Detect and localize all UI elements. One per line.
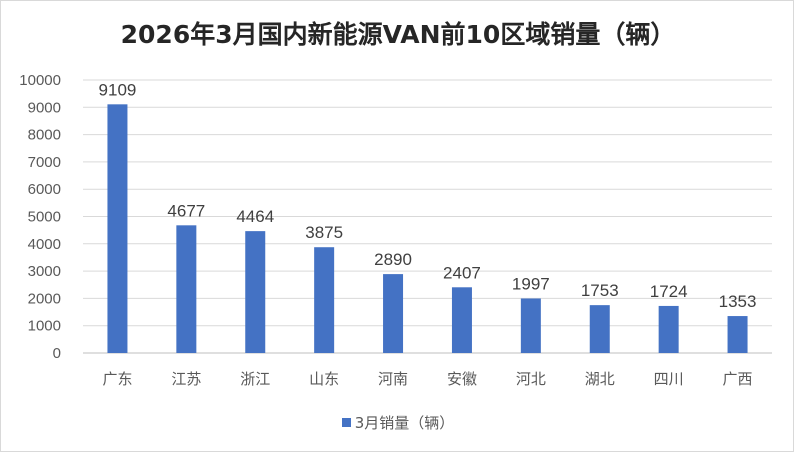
data-labels: 9109 4677 4464 3875 2890 2407 1997 1753 1724 1353 [99,80,757,311]
y-tick-label: 0 [53,345,61,362]
y-tick-label: 4000 [28,236,61,253]
data-label: 4677 [167,201,205,220]
data-label: 9109 [99,80,137,99]
x-tick-label: 河南 [378,370,408,388]
bar [658,305,679,353]
data-label: 1753 [581,281,619,300]
data-label: 2890 [374,250,412,269]
y-tick-label: 6000 [28,181,61,198]
y-tick-label: 10000 [19,72,61,89]
bars [107,104,748,353]
y-tick-label: 5000 [28,209,61,226]
x-tick-label: 安徽 [447,370,477,388]
x-tick-label: 河北 [516,370,546,388]
legend-swatch [341,418,351,427]
bar [383,274,404,353]
x-tick-label: 广西 [723,370,753,388]
x-tick-label: 广东 [102,370,132,388]
y-tick-label: 1000 [28,318,61,335]
bar [107,104,128,353]
x-tick-label: 江苏 [171,370,201,388]
bar [727,316,748,353]
data-label: 1353 [719,292,757,311]
bar [520,298,541,353]
bar [589,305,610,353]
legend: 3月销量（辆） [1,412,794,433]
x-tick-label: 湖北 [585,370,615,388]
bar [314,247,335,353]
data-label: 1997 [512,274,550,293]
y-tick-label: 7000 [28,154,61,171]
y-tick-label: 8000 [28,127,61,144]
x-tick-label: 山东 [309,370,339,388]
y-tick-label: 2000 [28,290,61,307]
legend-label: 3月销量（辆） [354,414,455,432]
x-axis: 广东 江苏 浙江 山东 河南 安徽 河北 湖北 四川 广西 [102,370,752,388]
bar [245,231,266,353]
gridlines [83,79,772,354]
data-label: 4464 [236,207,274,226]
y-tick-label: 3000 [28,263,61,280]
x-tick-label: 浙江 [240,370,270,388]
y-tick-label: 9000 [28,99,61,116]
x-tick-label: 四川 [654,370,684,388]
data-label: 3875 [305,223,343,242]
chart-title: 2026年3月国内新能源VAN前10区域销量（辆） [120,20,676,49]
bar [176,225,197,353]
y-axis: 0 1000 2000 3000 4000 5000 6000 7000 8000 9000 100… [19,72,61,362]
bar [451,287,472,353]
data-label: 1724 [650,282,688,301]
data-label: 2407 [443,263,481,282]
